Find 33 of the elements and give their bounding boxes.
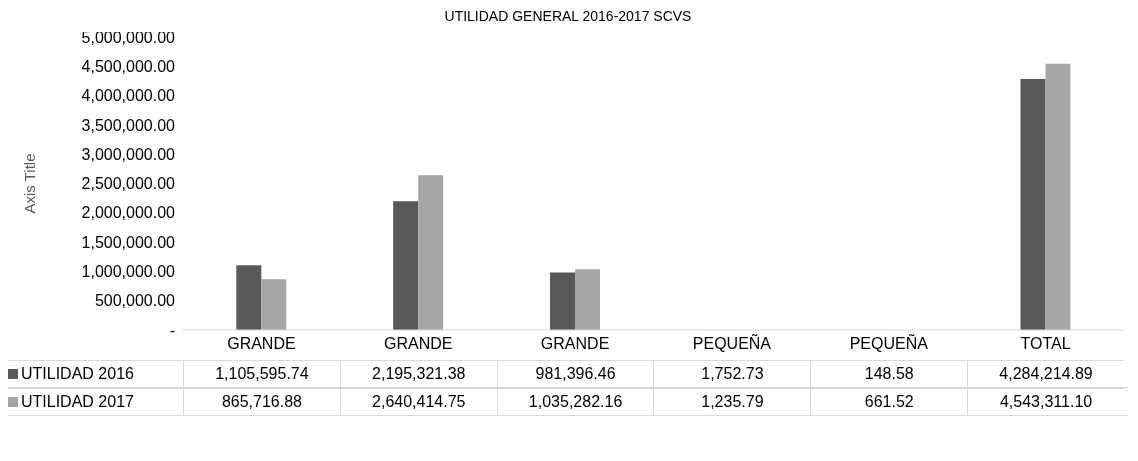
x-tick-label: TOTAL <box>1020 335 1071 353</box>
data-label: 4,543,311.10 <box>967 388 1124 415</box>
data-label: 1,035,282.16 <box>496 388 654 415</box>
data-label: 148.58 <box>810 360 968 387</box>
data-label: 4,284,214.89 <box>967 360 1124 387</box>
y-tick-label: 2,000,000.00 <box>81 204 176 222</box>
x-tick-label: GRANDE <box>227 335 296 353</box>
data-label: 1,235.79 <box>653 388 811 415</box>
data-label: 981,396.46 <box>496 360 654 387</box>
y-tick-label: 4,500,000.00 <box>81 57 176 75</box>
y-tick-label: 2,500,000.00 <box>81 175 176 193</box>
y-tick-label: - <box>169 321 175 339</box>
data-label: 1,752.73 <box>653 360 811 387</box>
x-tick-label: PEQUEÑA <box>849 333 929 353</box>
data-label: 1,105,595.74 <box>183 360 340 387</box>
y-tick-label: 1,000,000.00 <box>81 263 176 281</box>
y-tick-label: 3,000,000.00 <box>81 145 176 163</box>
x-tick-label: GRANDE <box>384 335 453 353</box>
data-label: 2,640,414.75 <box>339 388 497 415</box>
y-tick-label: 1,500,000.00 <box>81 233 176 251</box>
x-tick-label: GRANDE <box>540 335 610 353</box>
data-label: 865,716.88 <box>183 388 340 415</box>
legend-label: UTILIDAD 2016 <box>21 365 134 383</box>
y-tick-label: 4,000,000.00 <box>81 87 176 105</box>
y-tick-label: 3,500,000.00 <box>81 116 176 134</box>
data-label: 2,195,321.38 <box>339 360 497 387</box>
y-axis-title: Axis Title <box>21 153 39 214</box>
y-tick-label: 5,000,000.00 <box>81 28 176 46</box>
y-tick-label: 500,000.00 <box>94 292 176 310</box>
chart-title: UTILIDAD GENERAL 2016-2017 SCVS <box>443 8 693 24</box>
data-label: 661.52 <box>810 388 968 415</box>
x-tick-label: PEQUEÑA <box>692 333 772 353</box>
legend-label: UTILIDAD 2017 <box>21 393 134 411</box>
